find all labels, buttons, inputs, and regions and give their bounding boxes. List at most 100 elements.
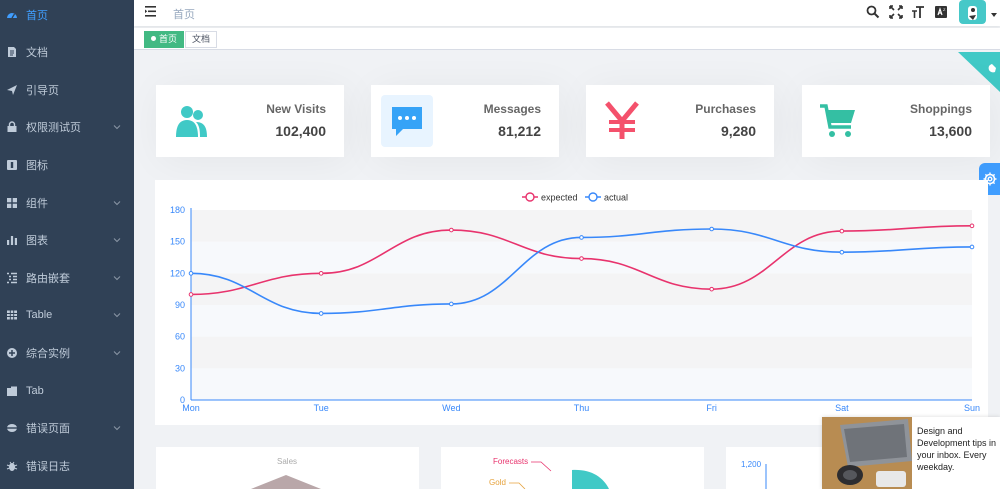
- chevron-down-icon: [113, 275, 121, 280]
- tag-label: 文档: [192, 34, 211, 44]
- data-point: [969, 244, 975, 250]
- chevron-down-icon: [113, 313, 121, 318]
- y-tick-label: 60: [175, 332, 185, 342]
- tag-documentation[interactable]: 文档: [185, 31, 218, 48]
- bug-icon: [6, 460, 18, 472]
- message-icon: [381, 95, 433, 147]
- avatar[interactable]: [959, 0, 986, 24]
- chevron-down-icon: [113, 238, 121, 243]
- sidebar-item[interactable]: 组件: [0, 184, 134, 221]
- split-area: [191, 336, 972, 369]
- search-icon[interactable]: [866, 5, 880, 19]
- sidebar-item[interactable]: 路由嵌套: [0, 259, 134, 296]
- dashboard-icon: [6, 9, 18, 21]
- pie-chart-card: Forecasts Gold: [441, 447, 704, 489]
- hamburger-icon[interactable]: [145, 5, 158, 18]
- caret-down-icon[interactable]: [991, 13, 997, 18]
- breadcrumb[interactable]: 首页: [173, 9, 195, 21]
- legend-label: expected: [541, 193, 578, 203]
- split-area: [191, 368, 972, 400]
- panel-value: 9,280: [720, 123, 756, 139]
- panel-label: New Visits: [266, 102, 326, 116]
- example-icon: [6, 347, 18, 359]
- sidebar-item[interactable]: 错误页面: [0, 410, 134, 447]
- sidebar-item-label: Table: [26, 309, 53, 322]
- bar-axis: [765, 464, 767, 489]
- sidebar-item-label: 引导页: [26, 84, 59, 97]
- x-tick-label: Mon: [182, 403, 200, 413]
- tab-icon: [6, 385, 18, 397]
- legend-marker: [588, 192, 598, 202]
- sidebar-item[interactable]: 综合实例: [0, 334, 134, 371]
- sidebar-item-label: 权限测试页: [26, 122, 81, 135]
- error-page-icon: [6, 422, 18, 434]
- pie-label-forecasts: Forecasts: [493, 457, 529, 466]
- peoples-icon: [166, 95, 218, 147]
- data-point: [579, 235, 584, 240]
- x-tick-label: Sun: [964, 403, 980, 413]
- sidebar-item[interactable]: 错误日志: [0, 447, 134, 484]
- shopping-cart-icon: [812, 95, 864, 147]
- panel-shoppings[interactable]: Shoppings 13,600: [802, 85, 990, 157]
- nested-icon: [6, 272, 18, 284]
- x-tick-label: Wed: [442, 403, 460, 413]
- sidebar-item-label: 图标: [26, 159, 48, 172]
- tags-view: 首页 文档: [134, 28, 1000, 50]
- sidebar-item[interactable]: 引导页: [0, 71, 134, 108]
- sidebar-item-label: 综合实例: [26, 347, 70, 360]
- tag-home[interactable]: 首页: [144, 31, 185, 48]
- panel-value: 13,600: [929, 123, 972, 139]
- chevron-down-icon: [113, 426, 121, 431]
- text-size-icon[interactable]: [911, 5, 925, 19]
- data-point: [839, 249, 845, 255]
- fullscreen-icon[interactable]: [889, 5, 903, 19]
- data-point: [188, 292, 194, 297]
- x-tick-label: Tue: [314, 403, 329, 413]
- sidebar-item-label: 错误页面: [26, 423, 70, 436]
- sidebar-item[interactable]: 文档: [0, 34, 134, 71]
- sidebar-item[interactable]: Tab: [0, 372, 134, 409]
- language-icon[interactable]: Z: [934, 5, 948, 19]
- pie-shape: [509, 461, 609, 489]
- y-tick-label: 120: [170, 268, 185, 278]
- data-point: [188, 271, 194, 276]
- panel-purchases[interactable]: Purchases 9,280: [586, 85, 774, 157]
- y-tick-label: 30: [175, 363, 185, 373]
- navbar: 首页 Z: [134, 0, 1000, 26]
- radar-legend-label: Sales: [277, 457, 298, 466]
- sidebar: 首页 文档引导页权限测试页图标组件图表路由嵌套 Table 综合实例 Tab 错误页面错误…: [0, 0, 134, 489]
- data-point: [579, 256, 584, 261]
- sidebar-item[interactable]: 权限测试页: [0, 109, 134, 146]
- sidebar-item[interactable]: Table: [0, 297, 134, 334]
- data-point: [449, 227, 454, 233]
- github-corner-icon[interactable]: [958, 52, 1000, 92]
- data-point: [318, 311, 324, 316]
- chevron-down-icon: [113, 125, 121, 130]
- sidebar-item[interactable]: 首页: [0, 0, 134, 33]
- split-area: [191, 305, 972, 337]
- y-tick-label: 180: [170, 205, 185, 215]
- chevron-down-icon: [113, 351, 121, 356]
- panel-value: 102,400: [275, 123, 326, 139]
- component-icon: [6, 197, 18, 209]
- tag-label: 首页: [159, 34, 178, 44]
- sidebar-item[interactable]: 图标: [0, 146, 134, 183]
- x-tick-label: Sat: [835, 403, 849, 413]
- panel-new-visits[interactable]: New Visits 102,400: [156, 85, 344, 157]
- sidebar-item-label: 图表: [26, 235, 48, 248]
- sidebar-item-label: Tab: [26, 384, 44, 397]
- line-chart: 0 30 60 90 120 150 180 Mon Tue Wed Thu Fri Sat Sun exp…: [170, 192, 980, 413]
- sidebar-item-label: 路由嵌套: [26, 272, 70, 285]
- icon-icon: [6, 159, 18, 171]
- chart-icon: [6, 234, 18, 246]
- panel-label: Shoppings: [910, 102, 972, 116]
- documentation-icon: [6, 46, 18, 58]
- y-tick-label: 150: [170, 237, 185, 247]
- sidebar-item[interactable]: 图表: [0, 222, 134, 259]
- y-tick-label: 90: [175, 300, 185, 310]
- ad-banner[interactable]: Design and Development tips in your inbo…: [822, 417, 1000, 489]
- money-icon: [596, 95, 648, 147]
- data-point: [839, 228, 845, 234]
- panel-messages[interactable]: Messages 81,212: [371, 85, 559, 157]
- sidebar-item-label: 组件: [26, 197, 48, 210]
